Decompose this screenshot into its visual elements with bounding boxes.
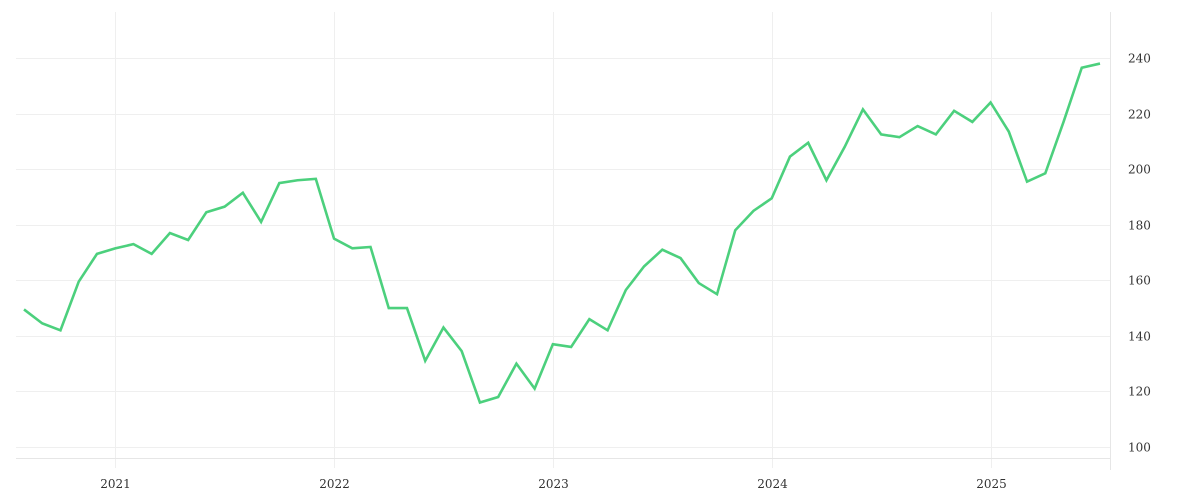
y-tick-label: 240 — [1128, 52, 1151, 66]
series-layer — [23, 62, 1101, 405]
y-tick-label: 140 — [1128, 330, 1151, 344]
y-tick-label: 180 — [1128, 219, 1151, 233]
y-tick-label: 160 — [1128, 274, 1151, 288]
y-tick-label: 200 — [1128, 163, 1151, 177]
x-tick-label: 2025 — [976, 477, 1007, 491]
y-tick-label: 120 — [1128, 385, 1151, 399]
x-tick-label: 2024 — [757, 477, 788, 491]
tick-labels: 100 120 140 160 180 200 220 240 2021 2022 2023 2024… — [100, 52, 1151, 492]
y-tick-label: 100 — [1128, 441, 1151, 455]
x-tick-label: 2022 — [319, 477, 350, 491]
gridlines — [16, 12, 1110, 468]
x-tick-label: 2023 — [538, 477, 569, 491]
x-tick-label: 2021 — [100, 477, 131, 491]
axes — [16, 12, 1111, 470]
series-line-0 — [23, 62, 1101, 405]
y-tick-label: 220 — [1128, 108, 1151, 122]
